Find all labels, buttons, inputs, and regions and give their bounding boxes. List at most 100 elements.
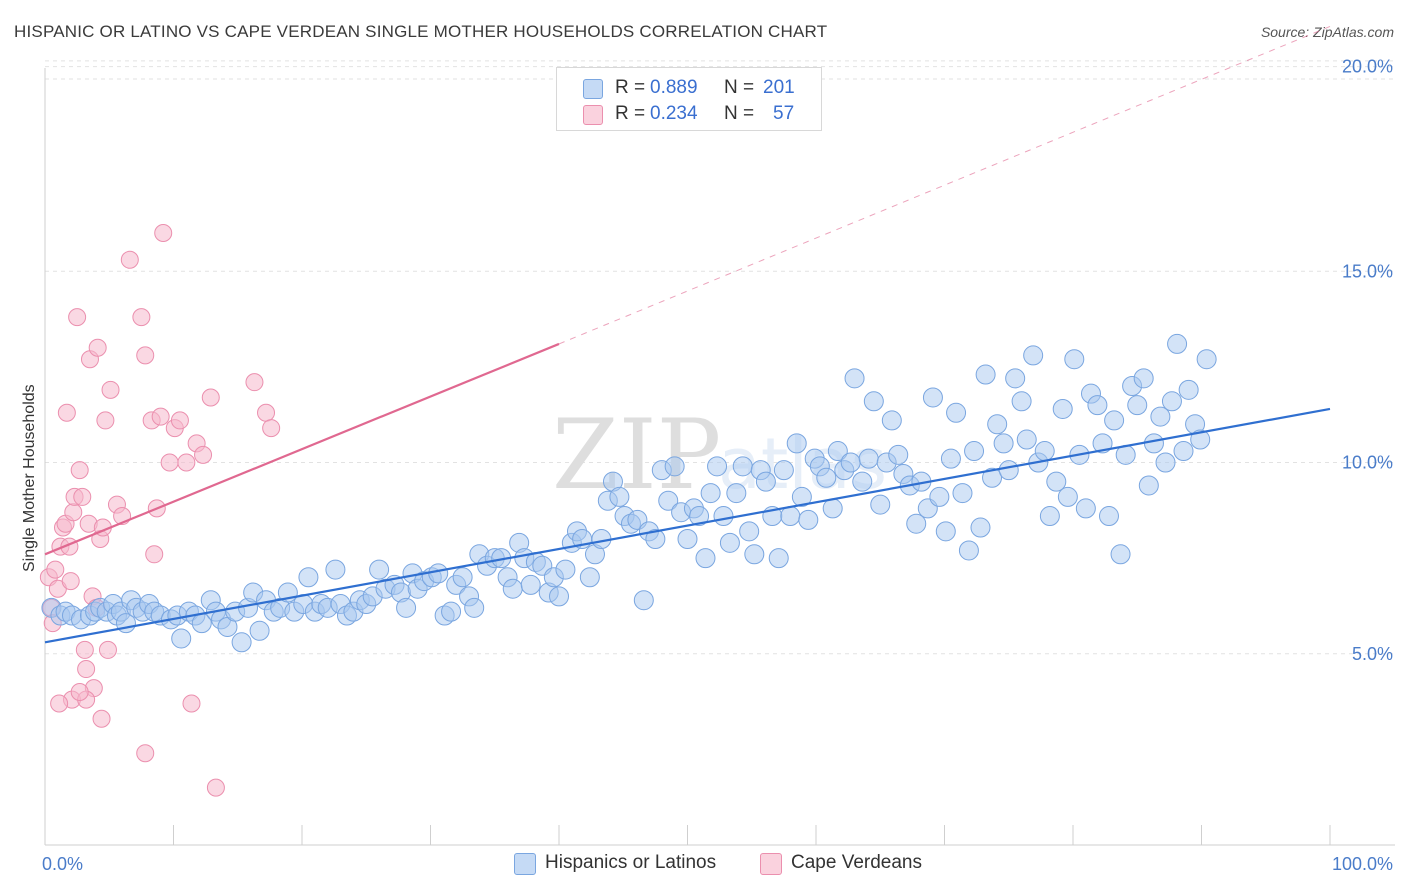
- y-tick-label: 15.0%: [1342, 261, 1393, 281]
- hispanic-point: [1039, 506, 1060, 527]
- hispanic-point: [298, 567, 319, 588]
- cape-verdean-point: [154, 224, 173, 242]
- cape-verdean-point: [206, 778, 225, 797]
- hispanic-point: [1087, 395, 1108, 416]
- hispanic-point: [579, 567, 600, 588]
- hispanic-point: [520, 574, 541, 595]
- hispanic-point: [1075, 498, 1096, 519]
- hispanic-point: [249, 620, 270, 641]
- hispanic-point: [780, 506, 801, 527]
- cape-verdean-point: [61, 572, 80, 591]
- hispanic-point: [555, 559, 576, 580]
- hispanic-point: [786, 433, 807, 454]
- hispanic-point: [798, 509, 819, 530]
- cape-verdean-point: [101, 380, 120, 399]
- hispanic-point: [502, 578, 523, 599]
- hispanic-point: [1150, 406, 1171, 427]
- tick-labels: 5.0% 10.0% 15.0% 20.0% 0.0% 100.0%: [42, 57, 1393, 874]
- hispanic-point: [844, 368, 865, 389]
- cape-verdean-point: [151, 407, 170, 426]
- cape-verdean-point: [68, 308, 87, 327]
- cape-verdean-point: [170, 411, 189, 430]
- hispanic-point: [1173, 441, 1194, 462]
- hispanic-point: [171, 628, 192, 649]
- hispanic-point: [441, 601, 462, 622]
- hispanic-point: [1005, 368, 1026, 389]
- hispanic-point: [773, 460, 794, 481]
- cape-verdean-point: [136, 346, 155, 365]
- y-tick-label: 10.0%: [1342, 453, 1393, 473]
- cape-verdean-point: [201, 388, 220, 407]
- hispanic-point: [998, 460, 1019, 481]
- hispanic-point: [744, 544, 765, 565]
- hispanic-point: [1016, 429, 1037, 450]
- hispanic-point: [975, 364, 996, 385]
- cape-verdean-point: [160, 453, 179, 472]
- bottom-legend-label-hispanics: Hispanics or Latinos: [545, 852, 717, 873]
- cape-verdean-point: [46, 560, 65, 579]
- trend-lines: [44, 25, 1331, 644]
- hispanic-point: [935, 521, 956, 542]
- cape-verdean-point: [194, 445, 213, 464]
- legend-n-label: N =: [724, 77, 755, 98]
- hispanic-point: [1127, 395, 1148, 416]
- hispanic-point: [768, 548, 789, 569]
- cape-verdean-point: [75, 640, 94, 659]
- hispanic-point: [609, 486, 630, 507]
- cape-verdean-point: [177, 453, 196, 472]
- hispanic-point: [929, 486, 950, 507]
- hispanic-point: [713, 506, 734, 527]
- hispanic-point: [1190, 429, 1211, 450]
- cape-verdean-point: [145, 545, 164, 564]
- hispanic-trend-line: [44, 407, 1331, 644]
- chart-title: HISPANIC OR LATINO VS CAPE VERDEAN SINGL…: [14, 22, 828, 41]
- cape-verdean-point: [132, 308, 151, 327]
- bottom-legend-swatch-hispanics: [514, 853, 536, 875]
- hispanic-point: [940, 448, 961, 469]
- hispanic-point: [755, 471, 776, 492]
- x-tick-label: 100.0%: [1332, 854, 1393, 874]
- hispanic-point: [870, 494, 891, 515]
- legend-swatch-cape-verdeans: [583, 105, 603, 125]
- legend-n-value: 201: [763, 77, 795, 98]
- legend-r-label: R =: [615, 77, 646, 98]
- legend-r-value: 0.234: [650, 103, 698, 124]
- hispanic-point: [369, 559, 390, 580]
- hispanic-point: [840, 452, 861, 473]
- legend: R = 0.889 N = 201 R = 0.234 N = 57: [556, 67, 822, 131]
- hispanic-point: [677, 529, 698, 549]
- hispanic-point: [982, 467, 1003, 488]
- hispanic-point: [1161, 391, 1182, 412]
- hispanic-point: [1023, 345, 1044, 366]
- legend-swatch-hispanics: [583, 79, 603, 99]
- hispanic-point: [946, 402, 967, 423]
- hispanic-point: [1196, 349, 1217, 370]
- hispanic-point: [1178, 379, 1199, 400]
- hispanic-point: [549, 586, 569, 607]
- legend-r-value: 0.889: [650, 77, 698, 98]
- series-cape-verdeans-points: [39, 224, 281, 797]
- hispanic-point: [952, 483, 973, 504]
- legend-r-label: R =: [615, 103, 646, 124]
- hispanic-point: [858, 448, 879, 469]
- legend-n-label: N =: [724, 103, 755, 124]
- hispanic-point: [452, 567, 473, 588]
- grid-lines: [45, 60, 1395, 655]
- hispanic-point: [428, 563, 449, 584]
- cape-verdean-point: [262, 419, 281, 438]
- cape-verdean-point: [88, 338, 107, 357]
- x-tick-label: 0.0%: [42, 854, 83, 874]
- hispanic-point: [231, 632, 252, 653]
- hispanic-point: [645, 529, 666, 549]
- hispanic-point: [1104, 410, 1125, 431]
- hispanic-point: [822, 498, 843, 519]
- cape-verdean-point: [70, 683, 89, 701]
- hispanic-point: [922, 387, 943, 408]
- y-tick-label: 20.0%: [1342, 57, 1393, 77]
- cape-verdean-trend-line: [44, 342, 560, 556]
- series-hispanics-points: [41, 333, 1217, 653]
- hispanic-point: [1057, 486, 1078, 507]
- cape-verdean-point: [96, 411, 115, 430]
- hispanic-point: [1064, 349, 1085, 370]
- cape-verdean-point: [70, 461, 89, 480]
